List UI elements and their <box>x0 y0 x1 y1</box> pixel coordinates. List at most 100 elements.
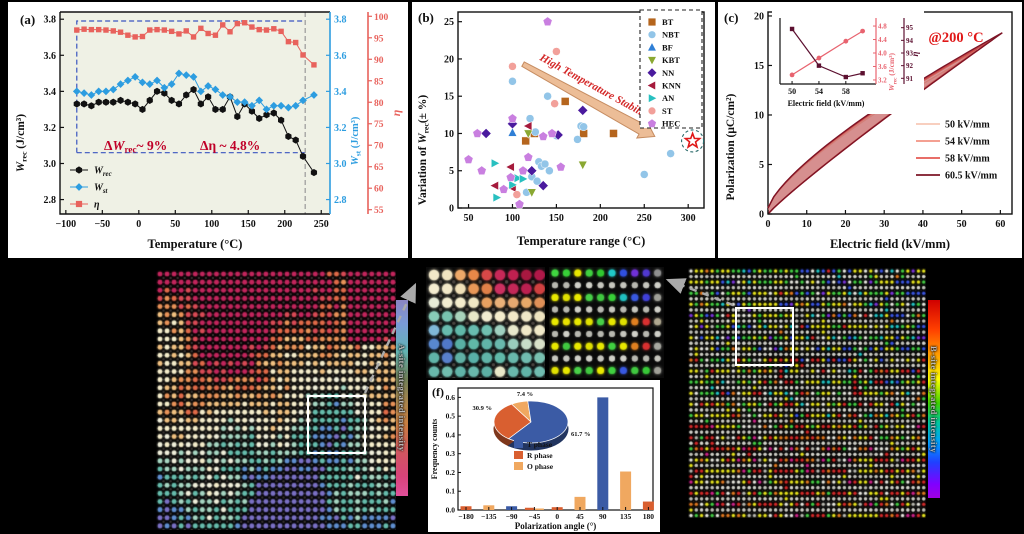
svg-text:70: 70 <box>374 142 384 152</box>
svg-text:4.8: 4.8 <box>878 23 887 31</box>
svg-text:58: 58 <box>842 87 850 96</box>
svg-text:250: 250 <box>637 213 652 224</box>
svg-text:3.4: 3.4 <box>334 87 347 98</box>
svg-text:7.4 %: 7.4 % <box>517 391 533 398</box>
svg-text:3.0: 3.0 <box>44 159 57 170</box>
panel-c-pe-loops-chart: 0 10 20 30 40 50 60 0 5 10 15 20 Electric field (kV/… <box>718 2 1022 258</box>
svg-text:30: 30 <box>879 219 889 230</box>
svg-text:50: 50 <box>170 219 180 230</box>
svg-text:Polarization (μC/cm²): Polarization (μC/cm²) <box>725 93 737 200</box>
svg-text:0.2: 0.2 <box>446 468 456 477</box>
svg-text:3.6: 3.6 <box>334 51 347 62</box>
svg-text:3.0: 3.0 <box>334 159 347 170</box>
panel-f-chart: −180 −135 −90 −45 0 45 90 135 180 0.0 0.1 0.2 0.3 0.4… <box>430 385 655 531</box>
svg-text:60.5 kV/mm: 60.5 kV/mm <box>945 171 998 182</box>
svg-text:95: 95 <box>374 34 384 44</box>
svg-text:R phase: R phase <box>527 451 553 460</box>
svg-text:15: 15 <box>754 61 764 72</box>
svg-text:0.6: 0.6 <box>446 393 456 402</box>
svg-text:60: 60 <box>374 185 384 195</box>
svg-text:−135: −135 <box>481 512 497 521</box>
svg-text:(a): (a) <box>20 12 35 27</box>
panel-f-polarization-angle-chart: −180 −135 −90 −45 0 45 90 135 180 0.0 0.1 0.2 0.3 0.4… <box>428 380 660 532</box>
svg-text:@200 °C: @200 °C <box>928 30 983 46</box>
svg-text:3.2: 3.2 <box>878 76 887 84</box>
svg-text:10: 10 <box>754 110 764 121</box>
svg-text:0: 0 <box>766 219 771 230</box>
svg-text:0: 0 <box>449 204 454 215</box>
svg-text:3.6: 3.6 <box>44 51 57 62</box>
svg-text:91: 91 <box>906 75 914 83</box>
svg-text:Wst: Wst <box>94 183 109 196</box>
svg-text:92: 92 <box>906 62 914 70</box>
svg-text:3.2: 3.2 <box>44 123 57 134</box>
b-site-intensity-map-image <box>688 268 926 518</box>
svg-text:0.1: 0.1 <box>446 487 456 496</box>
b-site-colorbar: B-site integrated intensity <box>928 300 940 498</box>
svg-text:200: 200 <box>277 219 292 230</box>
a-site-colorbar: A-site integrated intensity <box>396 300 408 496</box>
svg-text:20: 20 <box>840 219 850 230</box>
svg-text:90: 90 <box>374 56 384 66</box>
svg-text:5: 5 <box>759 160 764 171</box>
svg-text:η: η <box>389 109 403 116</box>
svg-text:Wrec (J/cm³): Wrec (J/cm³) <box>887 53 899 91</box>
svg-text:Δη ~ 4.8%: Δη ~ 4.8% <box>200 138 260 153</box>
svg-text:2.8: 2.8 <box>44 195 57 206</box>
b-site-colorbar-label: B-site integrated intensity <box>929 345 939 453</box>
svg-text:NN: NN <box>662 68 675 78</box>
svg-text:Wst (J/cm³): Wst (J/cm³) <box>350 116 363 165</box>
svg-text:3.4: 3.4 <box>44 87 57 98</box>
svg-text:93: 93 <box>906 50 914 58</box>
svg-text:58 kV/mm: 58 kV/mm <box>945 154 990 165</box>
svg-text:200: 200 <box>593 213 608 224</box>
svg-text:KBT: KBT <box>662 55 680 65</box>
a-site-zoom-region-box <box>307 395 366 454</box>
b-site-zoom-inset-image <box>549 267 664 378</box>
svg-text:100: 100 <box>505 213 520 224</box>
svg-text:3.8: 3.8 <box>334 15 347 26</box>
svg-text:η: η <box>910 51 920 56</box>
svg-text:Wrec: Wrec <box>94 166 112 179</box>
svg-text:Polarization angle (°): Polarization angle (°) <box>515 521 597 531</box>
svg-text:10: 10 <box>444 129 454 140</box>
svg-text:O phase: O phase <box>527 462 554 471</box>
svg-text:3.8: 3.8 <box>44 15 57 26</box>
svg-text:15: 15 <box>444 92 454 103</box>
svg-text:(c): (c) <box>724 10 738 25</box>
svg-text:−100: −100 <box>55 219 76 230</box>
svg-text:AN: AN <box>662 93 675 103</box>
svg-text:150: 150 <box>549 213 564 224</box>
a-site-colorbar-label: A-site integrated intensity <box>397 344 407 452</box>
svg-text:0.0: 0.0 <box>446 506 456 515</box>
svg-text:50: 50 <box>788 87 796 96</box>
svg-text:95: 95 <box>906 24 914 32</box>
a-site-intensity-map-image <box>156 270 396 530</box>
panel-c-chart: 0 10 20 30 40 50 60 0 5 10 15 20 Electric field (kV/… <box>724 10 1013 251</box>
svg-text:Electric field (kV/mm): Electric field (kV/mm) <box>830 237 950 251</box>
svg-text:−45: −45 <box>529 512 541 521</box>
svg-text:(f): (f) <box>432 385 444 399</box>
svg-text:45: 45 <box>576 512 584 521</box>
svg-text:2.8: 2.8 <box>334 195 347 206</box>
panel-a-temperature-stability-chart: −100 −50 0 50 100 150 200 250 2.8 3.0 3.2 3.4 3.6 3.8… <box>8 2 408 258</box>
svg-text:KNN: KNN <box>662 81 682 91</box>
svg-text:90: 90 <box>599 512 607 521</box>
svg-text:94: 94 <box>906 37 914 45</box>
svg-text:65: 65 <box>374 163 384 173</box>
svg-text:Frequency counts: Frequency counts <box>430 419 439 480</box>
svg-text:Variation of Wrec(± %): Variation of Wrec(± %) <box>417 95 431 206</box>
svg-text:75: 75 <box>374 120 384 130</box>
svg-text:30.9 %: 30.9 % <box>473 405 493 412</box>
svg-text:0: 0 <box>759 210 764 221</box>
svg-text:Temperature (°C): Temperature (°C) <box>148 237 243 251</box>
svg-text:61.7 %: 61.7 % <box>571 431 591 438</box>
svg-text:(b): (b) <box>418 10 434 25</box>
a-site-zoom-inset-image <box>426 267 545 378</box>
svg-text:3.2: 3.2 <box>334 123 347 134</box>
svg-text:20: 20 <box>754 11 764 22</box>
svg-text:180: 180 <box>643 512 655 521</box>
svg-text:100: 100 <box>204 219 219 230</box>
svg-text:50: 50 <box>957 219 967 230</box>
